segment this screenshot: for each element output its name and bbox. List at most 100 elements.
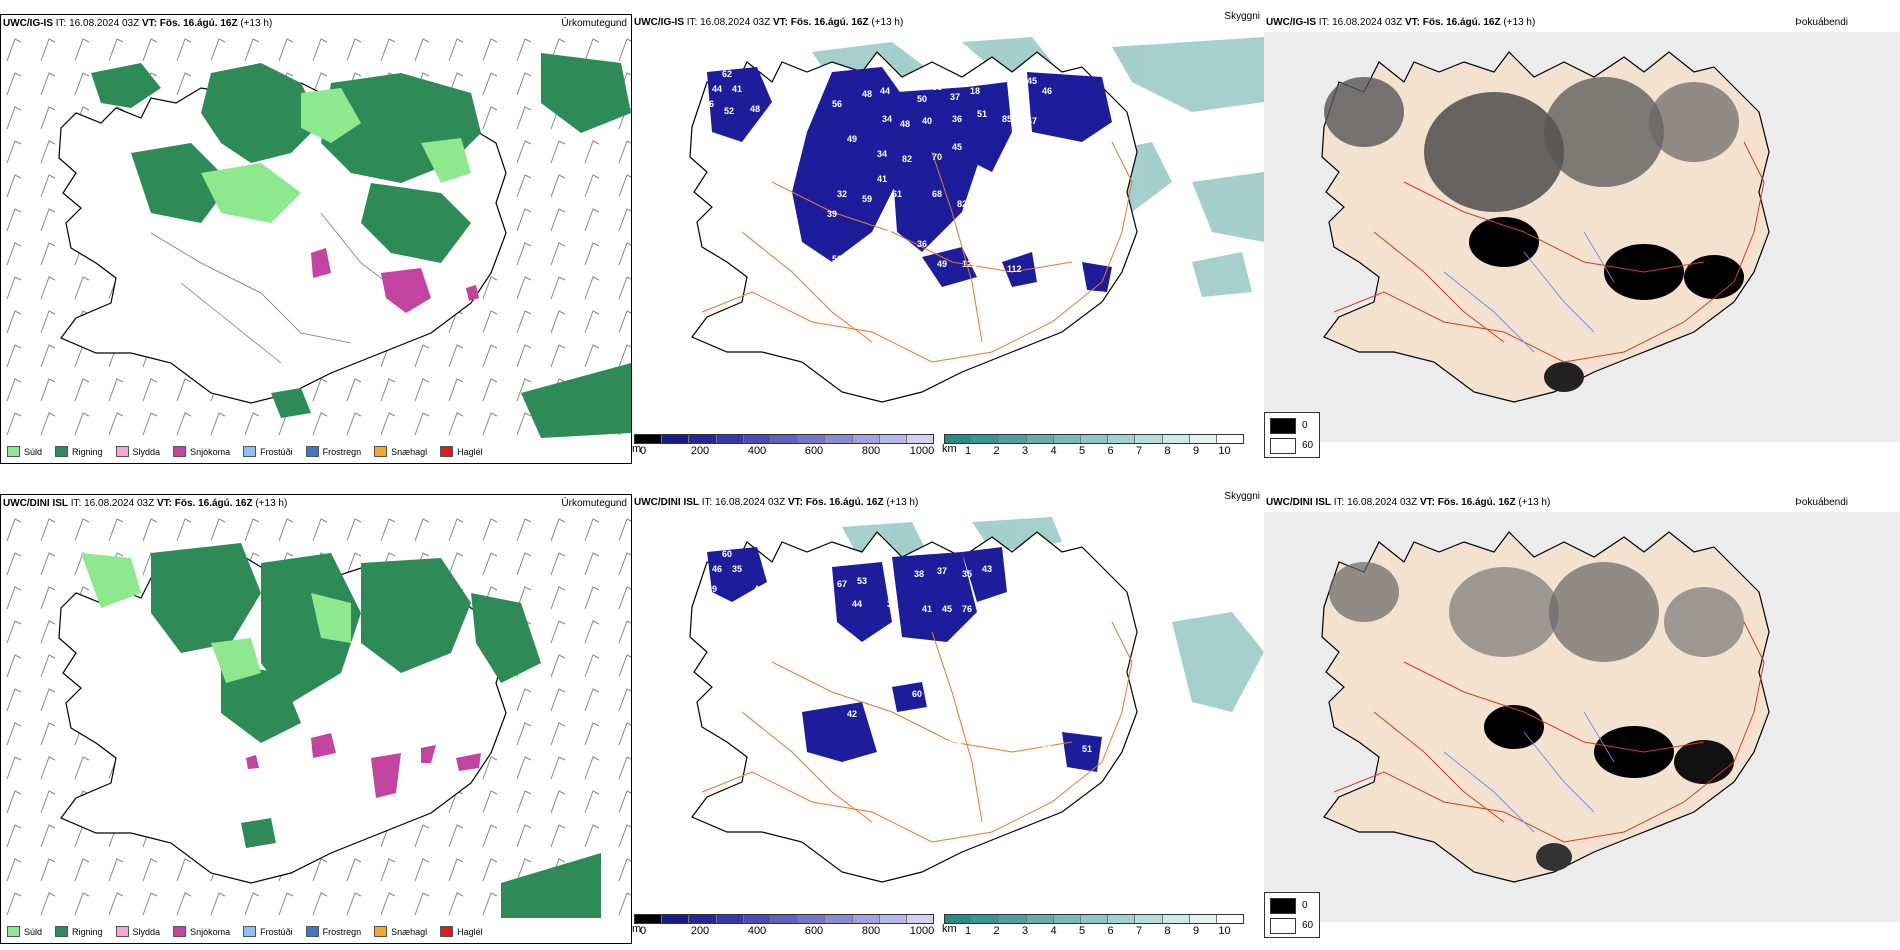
cloud-base-label: 290 [962, 634, 977, 644]
visibility-ticks: 1 2 3 4 5 6 7 8 9 10 [944, 445, 1244, 457]
panel-title: Þokuábendi [1795, 497, 1848, 508]
cloud-base-ticks: 0 200 400 600 800 1000 [634, 925, 934, 937]
cloud-visibility-panel-2: UWC/DINI ISL IT: 16.08.2024 03Z VT: Fös.… [632, 491, 1264, 944]
cloud-base-label: 49 [847, 134, 857, 144]
valid-time: VT: Fös. 16.ágú. 16Z [1404, 17, 1501, 28]
tick-label: 3 [1021, 445, 1029, 457]
rain-areas [151, 543, 601, 918]
cloud-base-label: 61 [892, 189, 902, 199]
model-name: UWC/DINI ISL [634, 497, 699, 508]
cloud-base-label: 48 [900, 119, 910, 129]
cloud-base-label: 43 [982, 564, 992, 574]
panel-header: UWC/DINI ISL IT: 16.08.2024 03Z VT: Fös.… [634, 491, 1262, 510]
tick-label: 9 [1192, 925, 1200, 937]
cloud-base-label: 36 [877, 634, 887, 644]
tick-label: 7 [1135, 925, 1143, 937]
fog-legend: 0 60 [1264, 892, 1320, 938]
cloud-base-label: 67 [837, 579, 847, 589]
valid-time: VT: Fös. 16.ágú. 16Z [141, 18, 238, 29]
legend-item-snow-pellets: Snæhagl [374, 926, 427, 937]
cloud-base-label: 41 [732, 84, 742, 94]
precip-legend: Súld Rigning Slydda Snjókoma Frostúði Fr… [7, 926, 496, 937]
cloud-visibility-panel-1: UWC/IG-IS IT: 16.08.2024 03Z VT: Fös. 16… [632, 11, 1264, 464]
precip-type-panel-2: UWC/DINI ISL IT: 16.08.2024 03Z VT: Fös.… [0, 494, 632, 944]
tick-label: 2 [993, 445, 1000, 457]
cloud-base-label: 39 [827, 209, 837, 219]
tick-label: 1 [964, 445, 972, 457]
init-time: IT: 16.08.2024 03Z [1333, 497, 1418, 508]
cloud-base-label: 60 [722, 549, 732, 559]
legend-item-sleet: Slydda [115, 446, 160, 457]
panel-title: Úrkomutegund [561, 18, 627, 29]
low-cloud-areas [707, 67, 1112, 292]
cloud-base-label: 50 [917, 94, 927, 104]
snow-areas [311, 248, 479, 313]
fog-indicator-panel-1: UWC/IG-IS IT: 16.08.2024 03Z VT: Fös. 16… [1264, 14, 1900, 464]
cloud-base-label: 36 [917, 239, 927, 249]
lead-time: (+13 h) [871, 17, 904, 28]
cloud-base-label: 51 [1032, 634, 1042, 644]
drizzle-areas [201, 88, 471, 223]
cloud-base-label: 32 [837, 189, 847, 199]
visibility-colorbar-cells [944, 434, 1244, 444]
cloud-base-label: 35 [732, 564, 742, 574]
cloud-base-label: 159 [977, 719, 992, 729]
tick-label: 200 [690, 925, 710, 937]
legend-item-rain: Rigning [55, 926, 103, 937]
road-network [701, 621, 1133, 843]
cloud-base-label: 43 [754, 584, 764, 594]
cloud-base-colorbar: 0 200 400 600 800 1000 m [632, 434, 934, 457]
tick-label: 9 [1192, 445, 1200, 457]
cloud-base-label: 62 [722, 69, 732, 79]
cloud-base-label: 42 [902, 82, 912, 92]
cloud-base-label: 39 [867, 259, 877, 269]
cloud-base-colorbar-cells [634, 434, 934, 444]
cloud-base-label: 36 [952, 114, 962, 124]
cloud-base-label: 186 [1032, 549, 1047, 559]
legend-item-freezing-drizzle: Frostúði [243, 926, 293, 937]
fog-legend-max: 60 [1302, 920, 1314, 931]
cloud-base-label: 45 [952, 142, 962, 152]
fog-legend: 0 60 [1264, 412, 1320, 458]
tick-label: 0 [639, 925, 647, 937]
cloud-base-label: 68 [932, 189, 942, 199]
cloud-base-label: 46 [704, 99, 714, 109]
panel-header: UWC/IG-IS IT: 16.08.2024 03Z VT: Fös. 16… [1266, 16, 1898, 30]
lead-time: (+13 h) [255, 498, 288, 509]
cloud-base-label: 45 [942, 604, 952, 614]
fog-dark-areas [1329, 562, 1744, 871]
cloud-base-label: 85 [1002, 114, 1012, 124]
precip-map [1, 513, 631, 918]
init-time: IT: 16.08.2024 03Z [1318, 17, 1403, 28]
cloud-base-label: 129 [962, 259, 977, 269]
valid-time: VT: Fös. 16.ágú. 16Z [1419, 497, 1516, 508]
cloud-base-label: 112 [1007, 264, 1022, 274]
visibility-colorbar-cells [944, 914, 1244, 924]
lead-time: (+13 h) [1503, 17, 1536, 28]
cloud-base-label: 37 [862, 274, 872, 284]
cloud-base-label: 44 [712, 84, 722, 94]
legend-item-drizzle: Súld [7, 446, 42, 457]
cloud-base-label: 39 [707, 584, 717, 594]
cloud-base-colorbar: 0 200 400 600 800 1000 m [632, 914, 934, 937]
drizzle-areas [81, 553, 351, 683]
cloud-base-label: 18 [970, 86, 980, 96]
cloud-base-label: 38 [914, 569, 924, 579]
cloud-base-label: 41 [842, 639, 852, 649]
panel-title: Skyggni [1224, 491, 1260, 502]
cloud-base-label: 165 [1012, 564, 1027, 574]
fog-map [1264, 512, 1900, 922]
cloud-base-label: 81 [1012, 644, 1022, 654]
tick-label: 0 [639, 445, 647, 457]
tick-label: 7 [1135, 445, 1143, 457]
panel-header: UWC/DINI ISL IT: 16.08.2024 03Z VT: Fös.… [3, 497, 629, 511]
legend-item-freezing-rain: Frostregn [305, 926, 361, 937]
tick-label: 10 [1218, 925, 1231, 937]
cloud-base-label: 82 [957, 199, 967, 209]
tick-label: 400 [747, 445, 767, 457]
init-time: IT: 16.08.2024 03Z [686, 17, 771, 28]
cloud-base-unit: m [632, 923, 642, 935]
cloud-base-label: 58 [982, 684, 992, 694]
